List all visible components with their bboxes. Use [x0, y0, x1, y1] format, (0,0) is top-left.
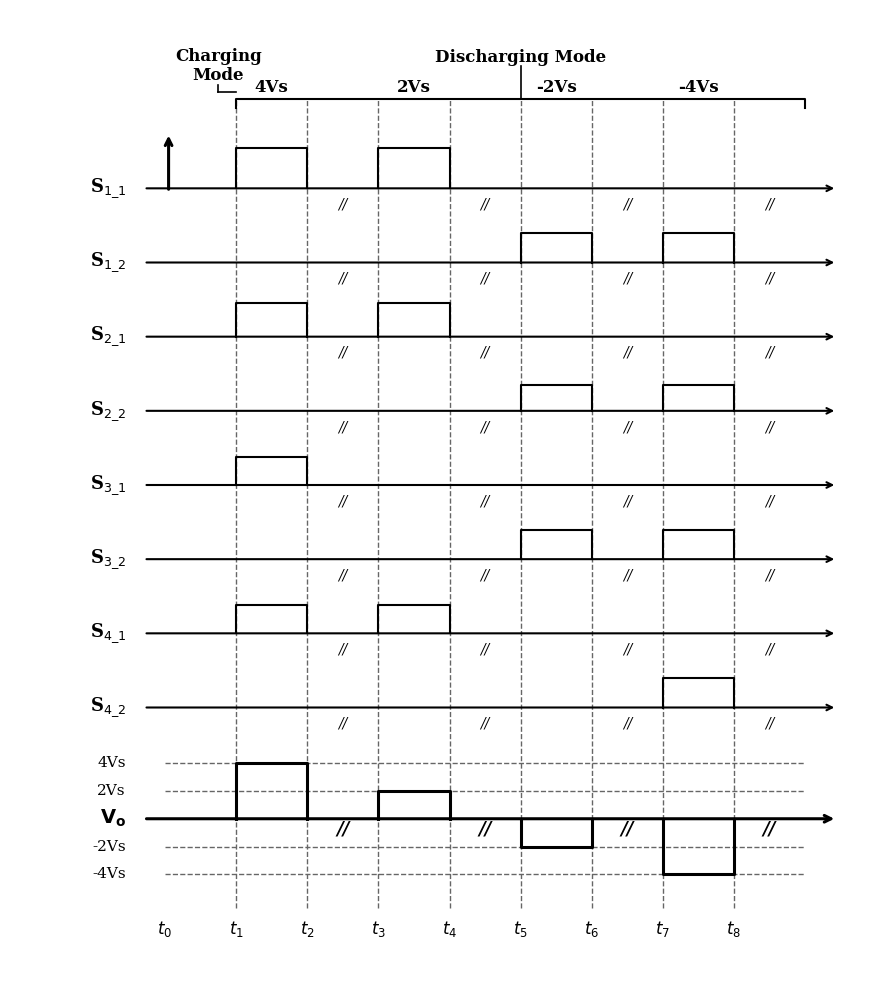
Text: //: //: [622, 717, 632, 731]
Text: //: //: [765, 198, 774, 212]
Text: Discharging Mode: Discharging Mode: [435, 49, 607, 66]
Text: -2Vs: -2Vs: [536, 79, 577, 96]
Text: //: //: [622, 346, 632, 360]
Text: 4Vs: 4Vs: [255, 79, 288, 96]
Text: //: //: [765, 346, 774, 360]
Text: //: //: [622, 494, 632, 508]
Text: //: //: [336, 821, 350, 839]
Text: //: //: [338, 346, 348, 360]
Text: $t_4$: $t_4$: [442, 919, 457, 939]
Text: 2Vs: 2Vs: [97, 784, 126, 798]
Text: //: //: [765, 643, 774, 657]
Text: $\bf{V_o}$: $\bf{V_o}$: [100, 808, 126, 829]
Text: //: //: [481, 568, 489, 582]
Text: //: //: [481, 494, 489, 508]
Text: //: //: [478, 821, 492, 839]
Text: $t_8$: $t_8$: [726, 919, 741, 939]
Text: //: //: [621, 821, 634, 839]
Text: S$_{1\_2}$: S$_{1\_2}$: [90, 251, 126, 274]
Text: //: //: [338, 494, 348, 508]
Text: //: //: [622, 643, 632, 657]
Text: 2Vs: 2Vs: [397, 79, 431, 96]
Text: S$_{3\_1}$: S$_{3\_1}$: [89, 473, 126, 497]
Text: 4Vs: 4Vs: [97, 756, 126, 770]
Text: //: //: [338, 420, 348, 434]
Text: Charging
Mode: Charging Mode: [175, 48, 261, 85]
Text: //: //: [481, 346, 489, 360]
Text: $t_7$: $t_7$: [656, 919, 670, 939]
Text: //: //: [338, 643, 348, 657]
Text: //: //: [338, 568, 348, 582]
Text: $t_0$: $t_0$: [157, 919, 172, 939]
Text: //: //: [481, 643, 489, 657]
Text: //: //: [765, 568, 774, 582]
Text: $t_1$: $t_1$: [229, 919, 244, 939]
Text: S$_{4\_1}$: S$_{4\_1}$: [89, 622, 126, 645]
Text: -4Vs: -4Vs: [678, 79, 718, 96]
Text: //: //: [481, 198, 489, 212]
Text: //: //: [338, 198, 348, 212]
Text: S$_{3\_2}$: S$_{3\_2}$: [90, 547, 126, 571]
Text: $t_6$: $t_6$: [584, 919, 600, 939]
Text: -4Vs: -4Vs: [93, 867, 126, 881]
Text: //: //: [481, 272, 489, 286]
Text: $t_5$: $t_5$: [513, 919, 528, 939]
Text: //: //: [481, 420, 489, 434]
Text: $t_3$: $t_3$: [371, 919, 386, 939]
Text: -2Vs: -2Vs: [93, 840, 126, 854]
Text: //: //: [763, 821, 776, 839]
Text: $t_2$: $t_2$: [300, 919, 315, 939]
Text: //: //: [338, 717, 348, 731]
Text: //: //: [622, 420, 632, 434]
Text: S$_{4\_2}$: S$_{4\_2}$: [90, 696, 126, 719]
Text: //: //: [765, 272, 774, 286]
Text: S$_{2\_2}$: S$_{2\_2}$: [90, 399, 126, 423]
Text: //: //: [622, 272, 632, 286]
Text: //: //: [765, 420, 774, 434]
Text: //: //: [622, 198, 632, 212]
Text: //: //: [338, 272, 348, 286]
Text: //: //: [765, 494, 774, 508]
Text: //: //: [622, 568, 632, 582]
Text: S$_{2\_1}$: S$_{2\_1}$: [89, 325, 126, 348]
Text: //: //: [765, 717, 774, 731]
Text: S$_{1\_1}$: S$_{1\_1}$: [89, 177, 126, 200]
Text: //: //: [481, 717, 489, 731]
